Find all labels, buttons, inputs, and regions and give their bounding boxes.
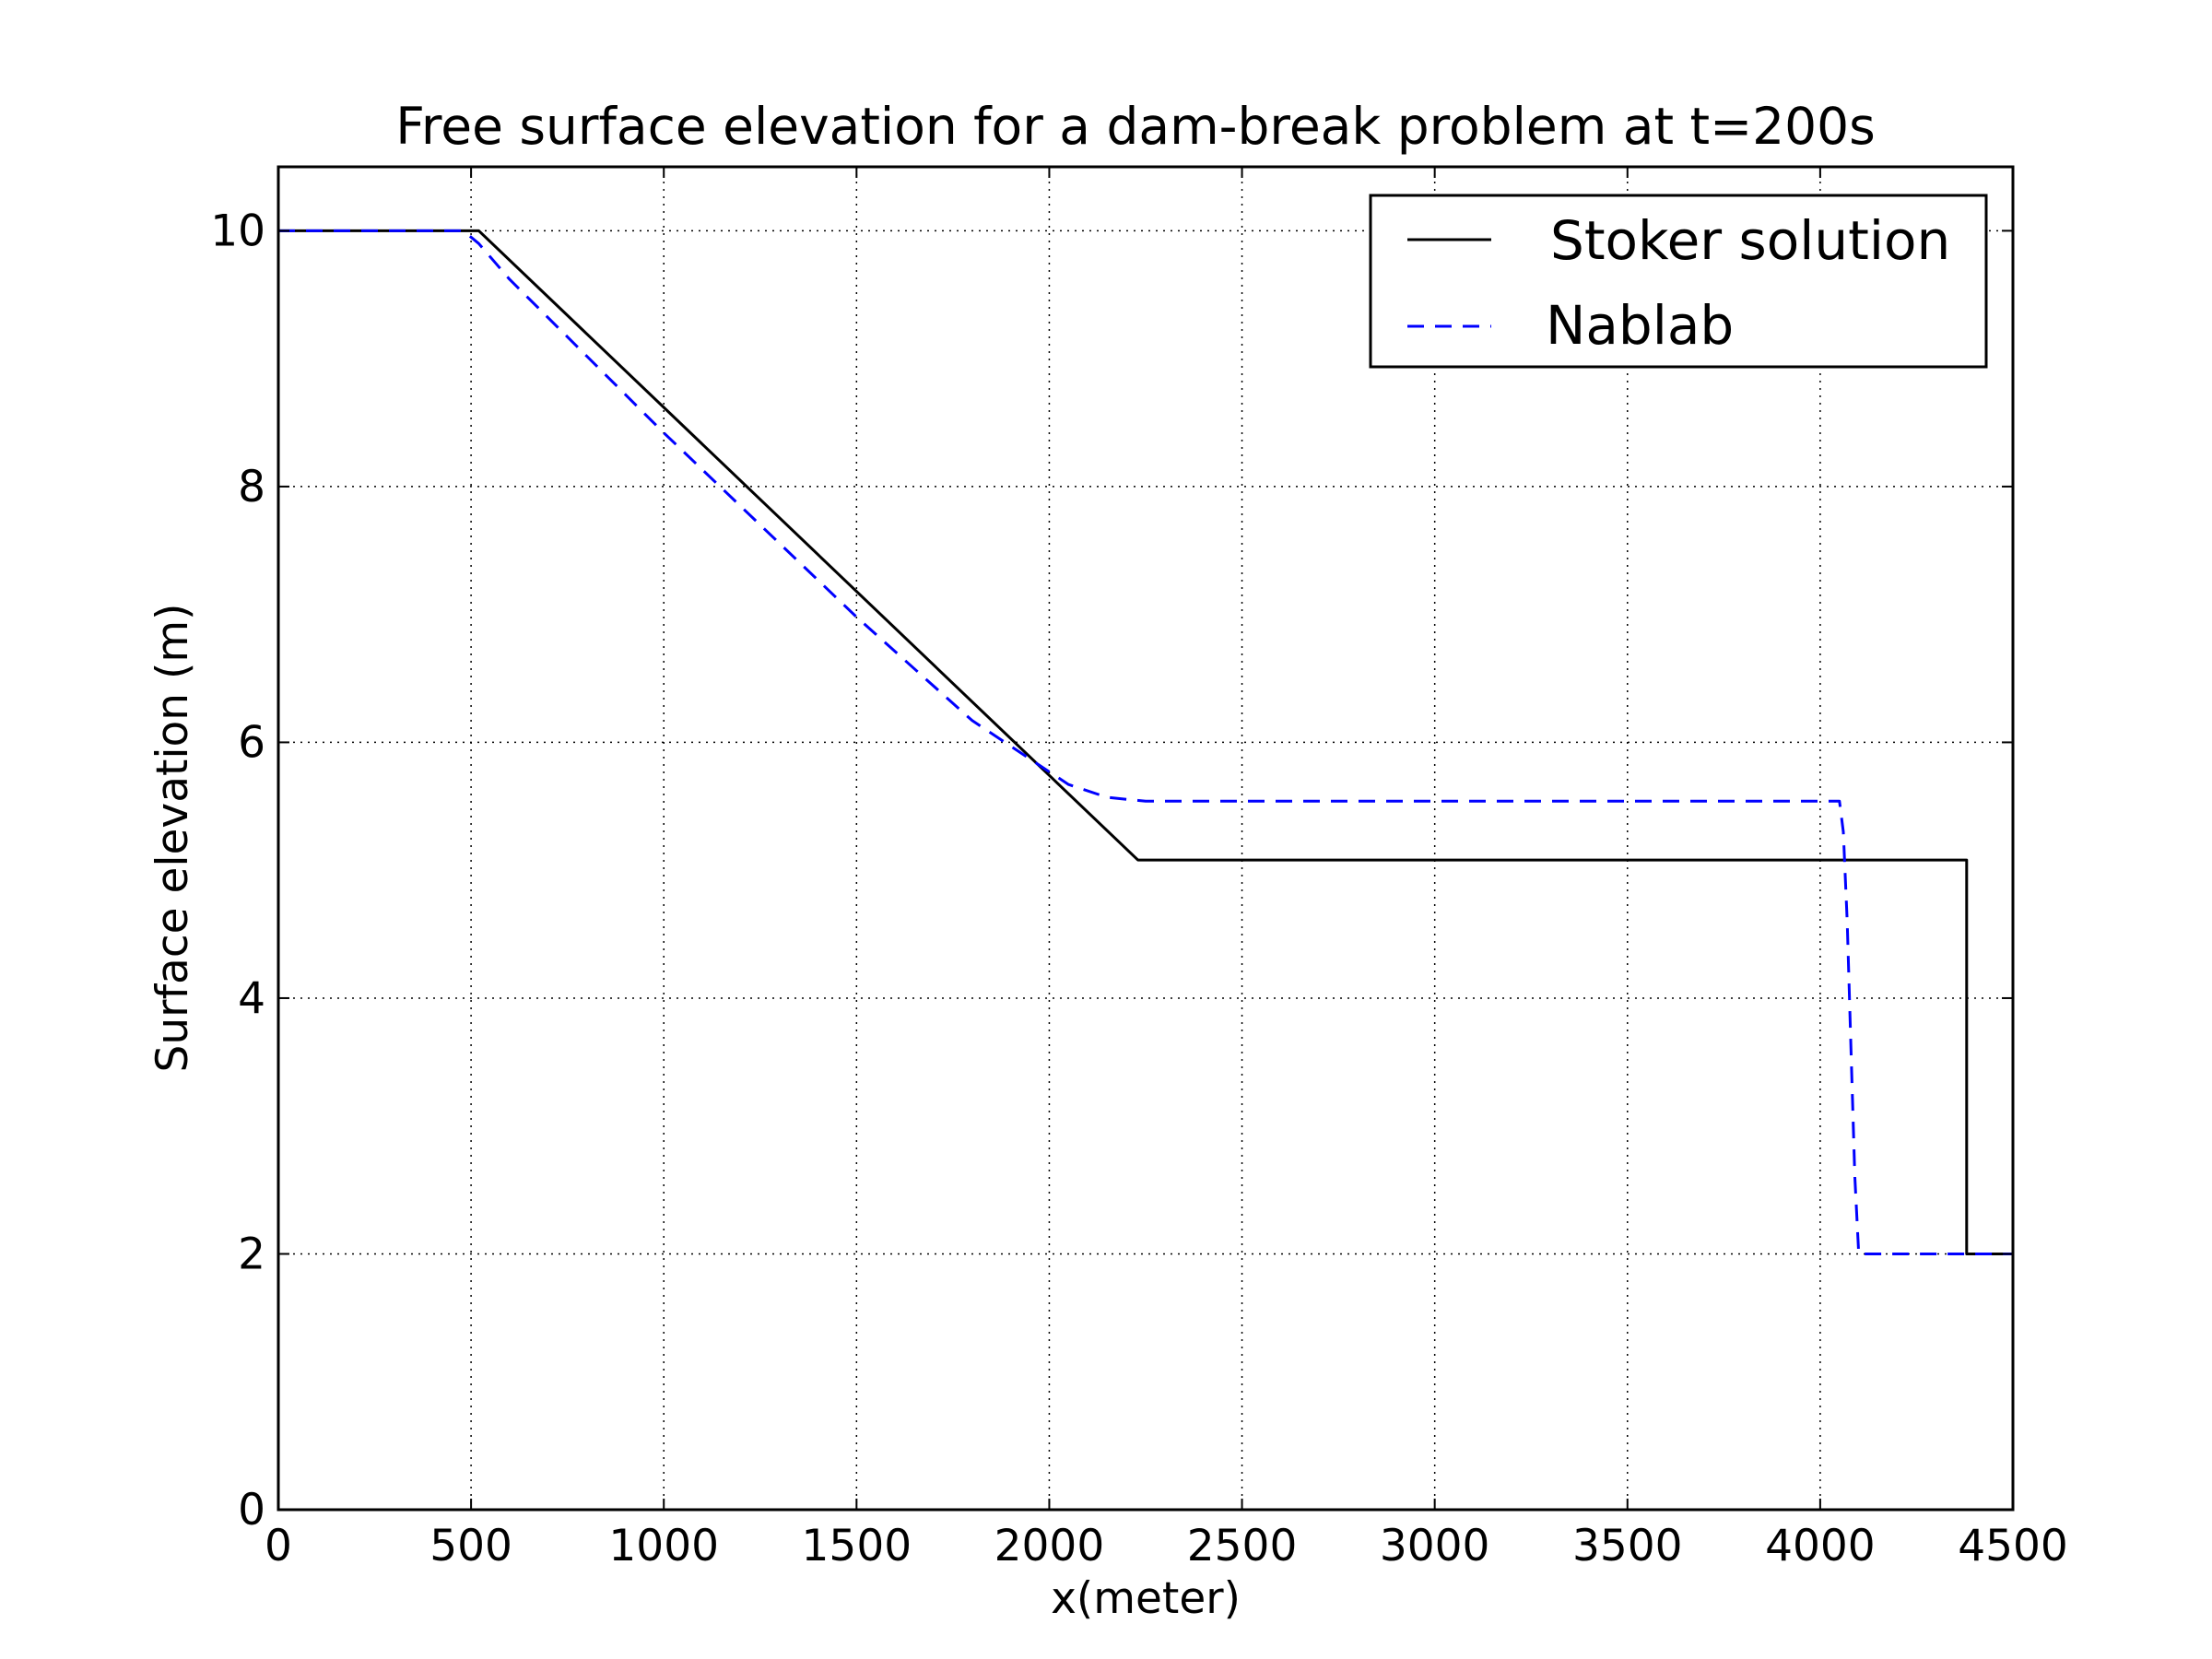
y-tick-label: 4	[238, 973, 265, 1024]
y-tick-label: 10	[210, 206, 265, 256]
x-tick-label: 1500	[802, 1521, 912, 1571]
legend-label-stoker: Stoker solution	[1550, 209, 1950, 272]
series-line-nablab	[278, 229, 2013, 1255]
chart-title: Free surface elevation for a dam-break p…	[395, 97, 1876, 156]
x-tick-label: 2500	[1187, 1521, 1298, 1571]
x-tick-label: 4500	[1958, 1521, 2068, 1571]
x-tick-label: 4000	[1765, 1521, 1876, 1571]
legend-label-nablab: Nablab	[1546, 294, 1734, 357]
y-tick-label: 8	[238, 462, 265, 512]
y-tick-label: 6	[238, 717, 265, 768]
legend: Stoker solution Nablab	[1369, 194, 1988, 369]
x-tick-label: 500	[429, 1521, 512, 1571]
x-tick-label: 3500	[1572, 1521, 1683, 1571]
x-tick-label: 1000	[608, 1521, 719, 1571]
y-axis-label: Surface elevation (m)	[147, 604, 198, 1073]
plot-frame	[276, 165, 2015, 1512]
x-tick-label: 3000	[1380, 1521, 1490, 1571]
x-tick-label: 2000	[994, 1521, 1105, 1571]
legend-frame	[1369, 194, 1988, 369]
series-lines	[278, 229, 2013, 1255]
x-tick-label: 0	[265, 1521, 292, 1571]
axis-ticks: 0 500 1000 1500 2000 2500 3000 3500 4000 4500 0 2 4 6…	[210, 167, 2068, 1571]
y-tick-label: 2	[238, 1229, 265, 1279]
y-tick-label: 0	[238, 1485, 265, 1535]
x-axis-label: x(meter)	[1051, 1573, 1241, 1624]
